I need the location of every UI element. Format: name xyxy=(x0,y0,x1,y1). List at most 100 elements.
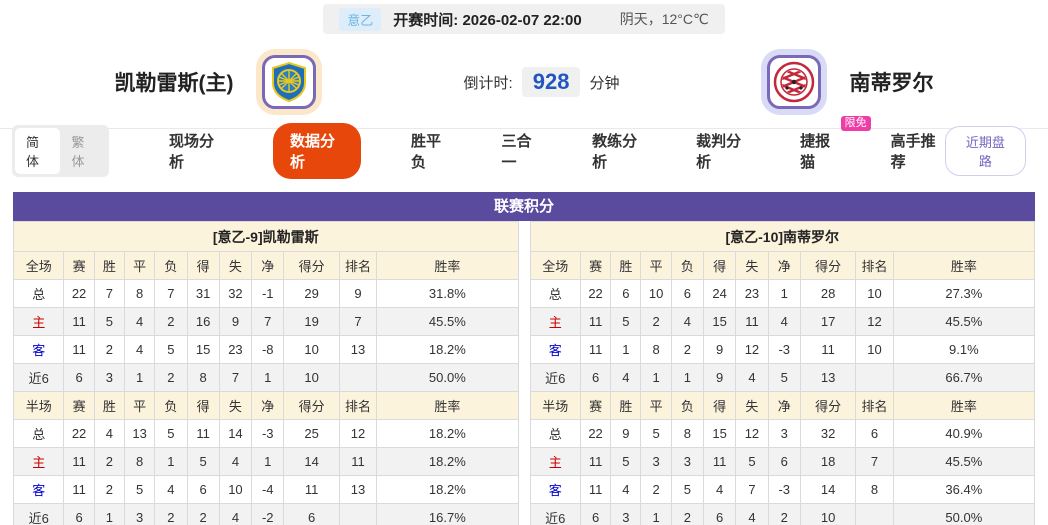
team-section-title: [意乙-10]南蒂罗尔 xyxy=(529,221,1035,252)
stat-cell: 22 xyxy=(579,279,612,308)
nav-tab-裁判分析[interactable]: 裁判分析 xyxy=(696,132,742,171)
nav-tab-高手推荐[interactable]: 高手推荐 xyxy=(890,132,936,171)
stat-cell: 36.4% xyxy=(892,475,1036,504)
stat-cell: 11 xyxy=(283,475,340,504)
nav-tab-现场分析[interactable]: 现场分析 xyxy=(168,132,214,171)
stat-cell: 4 xyxy=(218,503,253,525)
recent-odds-button[interactable]: 近期盘路 xyxy=(944,125,1026,176)
column-header: 全场 xyxy=(529,251,581,280)
stat-cell: 5 xyxy=(670,475,705,504)
stat-cell: 1 xyxy=(767,279,801,308)
column-header: 净 xyxy=(251,251,285,280)
stat-cell: 10 xyxy=(640,279,672,308)
lang-traditional-button[interactable]: 繁体 xyxy=(71,134,85,169)
column-header: 平 xyxy=(640,391,672,420)
stat-cell: 6 xyxy=(855,419,894,448)
stat-cell: 11 xyxy=(579,447,612,476)
row-label: 近6 xyxy=(12,503,65,525)
stat-cell: 66.7% xyxy=(892,363,1036,392)
stat-cell: 29 xyxy=(283,279,340,308)
stat-cell: 6 xyxy=(610,279,642,308)
stat-cell: 2 xyxy=(670,335,705,364)
nav-tab-胜平负[interactable]: 胜平负 xyxy=(411,132,442,171)
column-header: 失 xyxy=(218,251,253,280)
stat-cell: 7 xyxy=(735,475,769,504)
stat-cell: 18.2% xyxy=(376,475,519,504)
stat-cell: 18.2% xyxy=(376,447,519,476)
stat-cell: 1 xyxy=(251,447,285,476)
column-header: 平 xyxy=(123,391,156,420)
nav-tab-三合一[interactable]: 三合一 xyxy=(501,132,532,171)
stat-cell: 19 xyxy=(283,307,340,336)
away-team-block: 南蒂罗尔 xyxy=(767,55,933,109)
countdown: 倒计时: 928 分钟 xyxy=(464,67,619,97)
stat-cell: 5 xyxy=(735,447,769,476)
away-team-logo xyxy=(767,55,822,109)
shield-logo-icon xyxy=(271,61,306,103)
column-header: 排名 xyxy=(855,251,894,280)
column-header-row: 全场赛胜平负得失净得分 排名 胜率 xyxy=(529,251,1036,280)
stat-cell xyxy=(855,503,894,525)
stat-cell: 27.3% xyxy=(892,279,1036,308)
column-header: 负 xyxy=(154,391,188,420)
stat-cell: 3 xyxy=(93,363,125,392)
stat-cell: 50.0% xyxy=(376,363,519,392)
table-row: 客 11 2 5 4 6 10 -4 11 13 18.2% xyxy=(12,475,519,504)
row-label: 客 xyxy=(529,335,581,364)
stat-cell: 7 xyxy=(855,447,894,476)
nav-tab-教练分析[interactable]: 教练分析 xyxy=(592,132,638,171)
table-row: 总 22 6 10 6 24 23 1 28 10 27.3% xyxy=(529,279,1036,308)
column-header: 得分 xyxy=(799,251,857,280)
table-row: 总 22 7 8 7 31 32 -1 29 9 31.8% xyxy=(12,279,519,308)
stat-cell: 11 xyxy=(579,335,612,364)
stat-cell: 13 xyxy=(338,475,378,504)
stat-cell: 5 xyxy=(186,447,220,476)
nav-tab-数据分析[interactable]: 数据分析 xyxy=(272,122,362,179)
stat-cell: -1 xyxy=(251,279,285,308)
column-header: 净 xyxy=(251,391,285,420)
nav-tab-捷报猫[interactable]: 捷报猫 限免 xyxy=(800,115,871,172)
stat-cell: 12 xyxy=(855,307,894,336)
stat-cell: 11 xyxy=(735,307,769,336)
stat-cell: 1 xyxy=(670,363,705,392)
column-header: 排名 xyxy=(338,391,378,420)
stat-cell: 50.0% xyxy=(892,503,1036,525)
column-header: 半场 xyxy=(12,391,65,420)
column-header: 胜率 xyxy=(892,251,1036,280)
kickoff-value: 2026-02-07 22:00 xyxy=(462,11,582,29)
column-header: 排名 xyxy=(338,251,378,280)
stat-cell: 9 xyxy=(703,363,737,392)
stat-cell: 7 xyxy=(218,363,253,392)
team-stats-table: [意乙-9]凯勒雷斯 全场赛胜平负得失净得分 排名 胜率总 22 7 8 7 31 32 -1 29 9… xyxy=(12,221,519,525)
stat-cell: 12 xyxy=(735,419,769,448)
stat-cell: 11 xyxy=(579,307,612,336)
away-team-name: 南蒂罗尔 xyxy=(849,72,934,95)
stat-cell: 6 xyxy=(670,279,705,308)
round-crest-icon xyxy=(774,61,815,103)
stat-cell: 5 xyxy=(610,307,642,336)
team-section-header: [意乙-9]凯勒雷斯 xyxy=(13,221,519,252)
league-points-section: 联赛积分 [意乙-9]凯勒雷斯 全场赛胜平负得失净得分 排名 胜率总 22 7 8 7 31 32… xyxy=(12,192,1036,525)
column-header: 胜 xyxy=(93,251,125,280)
stat-cell: 10 xyxy=(283,363,340,392)
home-team-table-container: [意乙-9]凯勒雷斯 全场赛胜平负得失净得分 排名 胜率总 22 7 8 7 31 32 -1 29 9… xyxy=(12,221,519,525)
weather-text: 阴天，12°C℃ xyxy=(619,11,709,27)
stat-cell: 23 xyxy=(218,335,253,364)
row-label: 总 xyxy=(12,419,65,448)
stat-cell: 25 xyxy=(283,419,340,448)
column-header: 得分 xyxy=(283,251,340,280)
stat-cell: 11 xyxy=(703,447,737,476)
column-header: 赛 xyxy=(63,391,95,420)
stat-cell: 45.5% xyxy=(892,307,1036,336)
lang-simplified-button[interactable]: 简体 xyxy=(15,127,61,174)
column-header: 胜率 xyxy=(376,251,519,280)
table-row: 客 11 4 2 5 4 7 -3 14 8 36.4% xyxy=(529,475,1036,504)
row-label: 近6 xyxy=(529,363,581,392)
stat-cell: 15 xyxy=(186,335,220,364)
row-label: 客 xyxy=(12,475,65,504)
stat-cell: 1 xyxy=(154,447,188,476)
stat-cell: 4 xyxy=(93,419,125,448)
home-team-name: 凯勒雷斯(主) xyxy=(114,72,234,95)
column-header: 赛 xyxy=(579,391,612,420)
stat-cell: 32 xyxy=(218,279,253,308)
